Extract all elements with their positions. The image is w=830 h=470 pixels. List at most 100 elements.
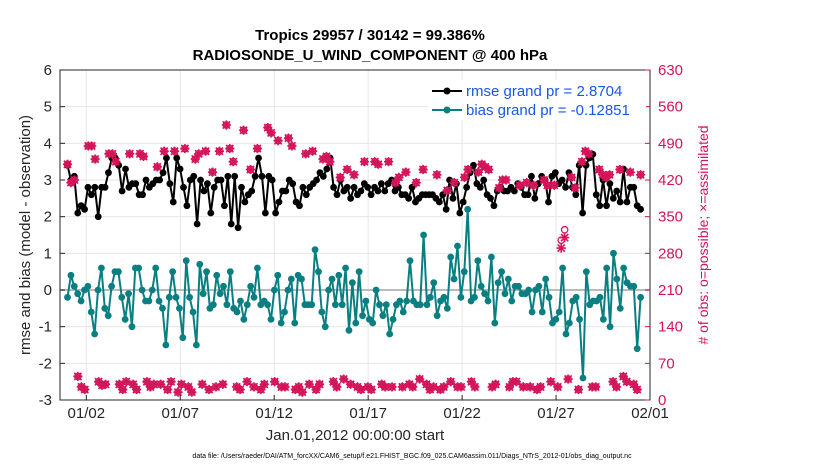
bias-point [562, 330, 570, 338]
bias-point [128, 323, 136, 331]
rmse-point [367, 191, 375, 199]
obs-assimilated-point [421, 379, 432, 389]
legend: rmse grand pr = 2.8704 bias grand pr = -… [428, 80, 646, 120]
obs-assimilated-point [311, 384, 321, 395]
obs-assimilated-point [169, 146, 180, 156]
bias-point [345, 326, 353, 334]
rmse-point [217, 176, 225, 184]
obs-assimilated-point [394, 172, 404, 182]
y-axis-right: 0 70 140 210 280 350 420 490 560 630 [645, 62, 683, 409]
obs-assimilated-point [142, 377, 152, 387]
obs-assimilated-point [266, 128, 276, 138]
series-obs-assimilated [62, 120, 646, 397]
obs-assimilated-point [446, 377, 456, 387]
bias-point [487, 253, 495, 261]
rmse-point [476, 183, 484, 191]
bias-point [616, 304, 624, 312]
bias-point [192, 341, 200, 349]
obs-assimilated-point [180, 143, 190, 154]
x-tick-label: 01/22 [443, 405, 481, 422]
bias-point [576, 315, 583, 323]
bias-point [277, 319, 285, 327]
y-tick-label: 6 [44, 62, 52, 79]
bias-point [599, 315, 607, 323]
obs-assimilated-point [553, 382, 563, 392]
bias-point [559, 264, 567, 272]
bias-point [504, 275, 512, 283]
plot-frame [59, 69, 651, 401]
bias-point [162, 341, 170, 349]
bias-point [165, 293, 173, 301]
rmse-point [91, 183, 99, 191]
bias-point [481, 290, 489, 298]
obs-assimilated-point [238, 125, 249, 135]
obs-assimilated-point [335, 172, 345, 182]
bias-point [176, 304, 183, 312]
bias-point [199, 290, 207, 298]
rmse-point [142, 176, 150, 184]
obs-assimilated-point [121, 377, 131, 387]
obs-assimilated-point [263, 123, 273, 133]
rmse-point [156, 176, 164, 184]
obs-assimilated-point [608, 377, 618, 387]
rmse-point [350, 183, 358, 191]
bias-point [287, 275, 295, 283]
rmse-point [487, 194, 494, 202]
rmse-point [94, 213, 102, 221]
bias-point [396, 297, 404, 305]
obs-assimilated-point [325, 157, 335, 167]
rmse-point [200, 187, 208, 195]
bias-point [508, 297, 516, 305]
x-tick-label: 02/01 [631, 405, 669, 422]
bias-point [525, 286, 533, 294]
obs-assimilated-point [287, 141, 297, 151]
x-axis-label: Jan.01,2012 00:00:00 start [266, 427, 445, 444]
obs-assimilated-point [159, 146, 169, 156]
obs-assimilated-point [383, 157, 394, 167]
obs-assimilated-point [218, 379, 228, 389]
obs-assimilated-point [339, 374, 349, 384]
rmse-point [258, 172, 266, 180]
rmse-point [234, 224, 242, 232]
obs-assimilated-point [618, 371, 628, 382]
obs-assimilated-point [408, 382, 418, 392]
y-right-tick-label: 210 [658, 282, 683, 299]
obs-assimilated-point [484, 164, 494, 175]
x-tick-label: 01/07 [161, 405, 199, 422]
obs-assimilated-point [380, 382, 390, 392]
bias-point [379, 312, 387, 320]
rmse-point [180, 183, 187, 191]
bias-point [267, 315, 275, 323]
obs-assimilated-point [228, 157, 238, 167]
bias-point [362, 297, 370, 305]
bias-point [243, 301, 251, 309]
bias-point [152, 264, 160, 272]
obs-assimilated-point [390, 178, 401, 188]
rmse-point [221, 202, 228, 210]
obs-assimilated-point [225, 143, 235, 154]
rmse-point [173, 154, 181, 162]
bias-point [291, 319, 299, 327]
obs-assimilated-point [415, 374, 425, 384]
bias-point [172, 293, 180, 301]
bias-point [335, 271, 343, 279]
rmse-point [357, 187, 365, 195]
rmse-point [330, 183, 337, 191]
y-right-tick-label: 630 [658, 62, 683, 79]
bias-point [179, 334, 187, 342]
bias-point [620, 264, 628, 272]
bias-point [213, 271, 221, 279]
obs-assimilated-point [128, 379, 138, 389]
bias-point [633, 345, 641, 353]
obs-assimilated-point [432, 170, 442, 180]
rmse-point [139, 191, 146, 199]
rmse-point [203, 180, 211, 188]
bias-point [196, 260, 204, 268]
obs-assimilated-point [397, 382, 407, 392]
rmse-point [613, 187, 621, 195]
rmse-point [603, 202, 610, 210]
obs-assimilated-point [314, 379, 325, 389]
y-right-tick-label: 560 [658, 99, 683, 116]
obs-assimilated-point [211, 382, 221, 392]
rmse-point [166, 180, 174, 188]
